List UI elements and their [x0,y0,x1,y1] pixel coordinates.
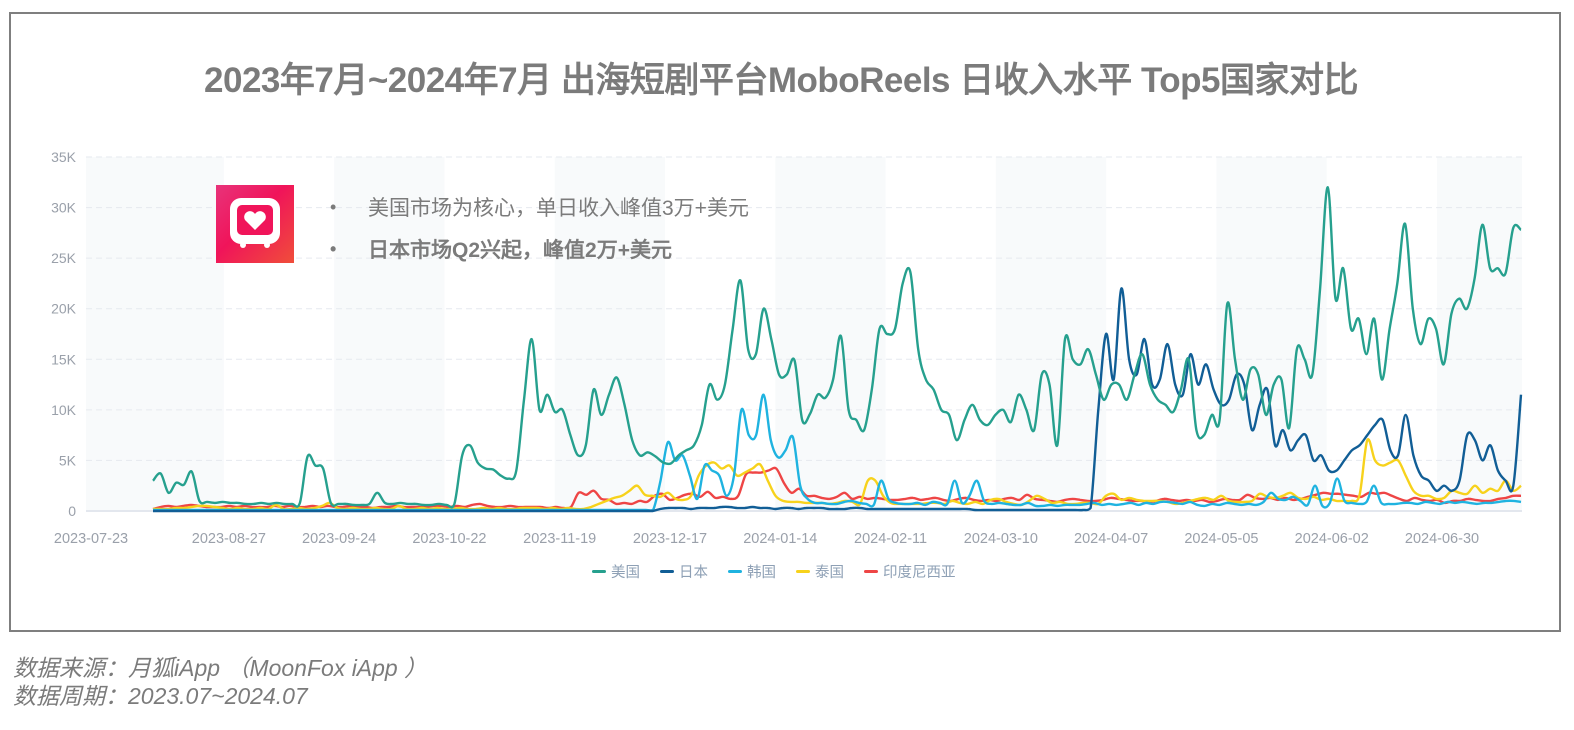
legend-item-korea[interactable]: 韩国 [728,561,776,582]
data-period: 数据周期：2023.07~2024.07 [13,683,308,709]
legend-label: 印度尼西亚 [883,565,956,581]
annotation-japan: • 日本市场Q2兴起，峰值2万+美元 [330,228,749,270]
legend-item-us[interactable]: 美国 [592,561,640,582]
legend-swatch-icon [864,570,878,573]
x-tick-label: 2024-06-30 [1405,531,1479,547]
series-line-1[interactable] [153,287,1523,513]
legend-label: 日本 [679,565,708,581]
y-tick-label: 10K [51,402,77,418]
x-tick-label: 2023-08-27 [192,531,266,547]
annotation-list: • 美国市场为核心，单日收入峰值3万+美元 • 日本市场Q2兴起，峰值2万+美元 [330,186,749,270]
band [995,157,1107,511]
legend-swatch-icon [796,570,810,573]
tv-heart-icon [230,198,280,248]
y-tick-label: 0 [68,503,76,519]
legend-label: 泰国 [815,565,844,581]
x-tick-label: 2024-04-07 [1074,531,1148,547]
x-tick-label: 2024-03-10 [964,531,1038,547]
x-tick-label: 2023-09-24 [302,531,376,547]
legend-item-indonesia[interactable]: 印度尼西亚 [864,561,956,582]
legend-label: 韩国 [747,565,776,581]
y-tick-label: 15K [51,351,77,367]
y-tick-label: 30K [51,200,77,216]
bullet-dot: • [330,238,337,259]
legend-item-thailand[interactable]: 泰国 [796,561,844,582]
chart-legend: 美国 日本 韩国 泰国 印度尼西亚 [592,561,956,582]
annotation-us: • 美国市场为核心，单日收入峰值3万+美元 [330,186,749,228]
annotation-text: 日本市场Q2兴起，峰值2万+美元 [368,239,672,262]
band [1216,157,1327,511]
y-tick-label: 35K [51,149,77,165]
bullet-dot: • [330,196,337,217]
x-tick-label: 2024-06-02 [1295,531,1369,547]
data-source: 数据来源：月狐iApp （MoonFox iApp ） [13,655,428,681]
x-tick-label: 2024-05-05 [1184,531,1258,547]
moboreels-logo-icon [216,185,294,263]
footer-notes: 数据来源：月狐iApp （MoonFox iApp ） 数据周期：2023.07… [13,654,427,710]
legend-swatch-icon [592,570,606,573]
legend-label: 美国 [611,565,640,581]
series-line-0[interactable] [152,186,1522,509]
annotation-text: 美国市场为核心，单日收入峰值3万+美元 [368,197,749,220]
chart-title: 2023年7月~2024年7月 出海短剧平台MoboReels 日收入水平 To… [204,61,1358,100]
x-tick-label: 2024-02-11 [854,531,927,547]
x-tick-label: 2023-12-17 [633,531,707,547]
legend-swatch-icon [660,570,674,573]
band [334,157,445,511]
y-tick-label: 25K [51,250,77,266]
series-line-4[interactable] [152,466,1522,511]
x-tick-label: 2023-07-23 [54,531,128,547]
y-tick-label: 5K [59,452,77,468]
band [775,157,886,511]
legend-item-japan[interactable]: 日本 [660,561,708,582]
x-tick-label: 2023-10-22 [412,531,486,547]
band [86,157,224,511]
legend-swatch-icon [728,570,742,573]
x-tick-label: 2023-11-19 [523,531,596,547]
y-tick-label: 20K [51,301,77,317]
x-tick-label: 2024-01-14 [743,531,817,547]
